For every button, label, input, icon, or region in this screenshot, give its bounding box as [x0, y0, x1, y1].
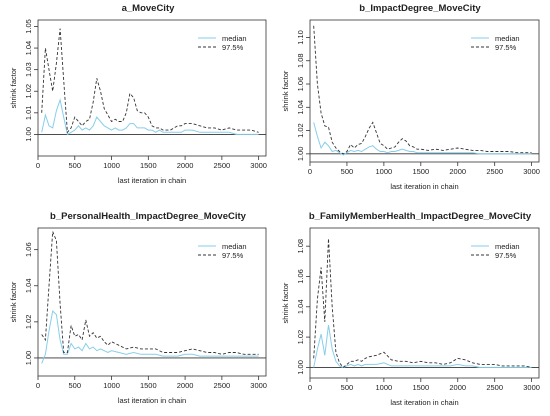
legend-label: median — [222, 242, 247, 251]
x-tick-label: 1500 — [412, 383, 429, 392]
x-tick-label: 500 — [69, 161, 82, 170]
y-axis-label: shrink factor — [281, 70, 290, 111]
series-line-median — [41, 98, 259, 136]
y-tick-label: 1.06 — [296, 269, 305, 284]
plot-frame — [37, 19, 267, 157]
legend-label: median — [222, 34, 247, 43]
y-tick-label: 1.04 — [24, 41, 33, 56]
x-tick-label: 0 — [308, 383, 312, 392]
x-tick-label: 0 — [36, 161, 40, 170]
y-tick-label: 1.02 — [296, 330, 305, 345]
y-tick-label: 1.02 — [24, 315, 33, 330]
plot-frame — [309, 19, 540, 163]
series-line-median — [41, 309, 259, 364]
chart-panel-2: b_ImpactDegree_MoveCity 0 500 1000 1500 2000 2… — [281, 3, 540, 191]
y-tick-label: 1.03 — [24, 62, 33, 77]
y-tick-label: 1.08 — [296, 239, 305, 254]
x-tick-label: 1000 — [376, 383, 393, 392]
y-tick-label: 1.01 — [24, 106, 33, 121]
y-tick-label: 1.00 — [24, 351, 33, 366]
legend-label: 97.5% — [222, 251, 244, 260]
x-tick-label: 1000 — [103, 381, 120, 390]
y-axis-label: shrink factor — [281, 282, 290, 323]
x-tick-label: 1500 — [412, 167, 429, 176]
y-tick-label: 1.00 — [296, 147, 305, 162]
legend-label: median — [495, 242, 520, 251]
x-tick-label: 2500 — [214, 381, 231, 390]
chart-title: a_MoveCity — [122, 3, 176, 14]
x-tick-label: 0 — [308, 167, 312, 176]
series-line-upper — [313, 238, 532, 369]
x-axis-label: last iteration in chain — [390, 182, 458, 191]
x-tick-label: 2500 — [214, 161, 231, 170]
x-tick-label: 2000 — [449, 383, 466, 392]
chart-panel-1: a_MoveCity 0 500 1000 1500 2000 2500 3000 last i… — [9, 3, 267, 185]
legend-label: median — [495, 34, 520, 43]
y-tick-label: 1.02 — [24, 84, 33, 99]
x-tick-label: 2000 — [177, 381, 194, 390]
x-tick-label: 500 — [69, 381, 82, 390]
series-line-upper — [41, 28, 259, 134]
y-tick-label: 1.02 — [296, 123, 305, 138]
x-tick-label: 2500 — [486, 167, 503, 176]
x-tick-label: 0 — [36, 381, 40, 390]
y-tick-label: 1.05 — [24, 19, 33, 34]
x-tick-label: 1000 — [103, 161, 120, 170]
plot-frame — [309, 227, 540, 379]
x-tick-label: 3000 — [250, 161, 267, 170]
x-tick-label: 1500 — [140, 161, 157, 170]
chart-title: b_ImpactDegree_MoveCity — [359, 3, 481, 14]
x-tick-label: 2500 — [486, 383, 503, 392]
series-line-upper — [41, 231, 259, 355]
legend-label: 97.5% — [222, 43, 244, 52]
y-tick-label: 1.04 — [24, 278, 33, 293]
series-line-upper — [313, 25, 532, 155]
x-tick-label: 1500 — [140, 381, 157, 390]
x-tick-label: 3000 — [523, 167, 540, 176]
chart-panel-3: b_PersonalHealth_ImpactDegree_MoveCity 0 5… — [9, 211, 267, 405]
y-tick-label: 1.00 — [24, 127, 33, 142]
x-axis-label: last iteration in chain — [118, 176, 186, 185]
legend-label: 97.5% — [495, 251, 517, 260]
y-tick-label: 1.06 — [296, 77, 305, 92]
chart-title: b_PersonalHealth_ImpactDegree_MoveCity — [50, 211, 247, 222]
chart-panel-4: b_FamilyMemberHealth_ImpactDegree_MoveCi… — [281, 211, 540, 407]
y-tick-label: 1.04 — [296, 299, 305, 314]
x-tick-label: 3000 — [250, 381, 267, 390]
x-tick-label: 1000 — [376, 167, 393, 176]
y-tick-label: 1.04 — [296, 100, 305, 115]
y-axis-label: shrink factor — [9, 67, 18, 108]
x-tick-label: 2000 — [177, 161, 194, 170]
y-tick-label: 1.08 — [296, 53, 305, 68]
x-tick-label: 2000 — [449, 167, 466, 176]
series-line-median — [313, 324, 532, 368]
x-tick-label: 500 — [341, 167, 354, 176]
x-tick-label: 500 — [341, 383, 354, 392]
series-line-median — [313, 122, 532, 156]
x-axis-label: last iteration in chain — [390, 398, 458, 407]
x-axis-label: last iteration in chain — [118, 396, 186, 405]
y-tick-label: 1.10 — [296, 30, 305, 45]
y-axis-label: shrink factor — [9, 281, 18, 322]
y-tick-label: 1.06 — [24, 242, 33, 257]
legend-label: 97.5% — [495, 43, 517, 52]
plot-frame — [37, 227, 267, 377]
chart-title: b_FamilyMemberHealth_ImpactDegree_MoveCi… — [309, 211, 532, 222]
y-tick-label: 1.00 — [296, 360, 305, 375]
x-tick-label: 3000 — [523, 383, 540, 392]
